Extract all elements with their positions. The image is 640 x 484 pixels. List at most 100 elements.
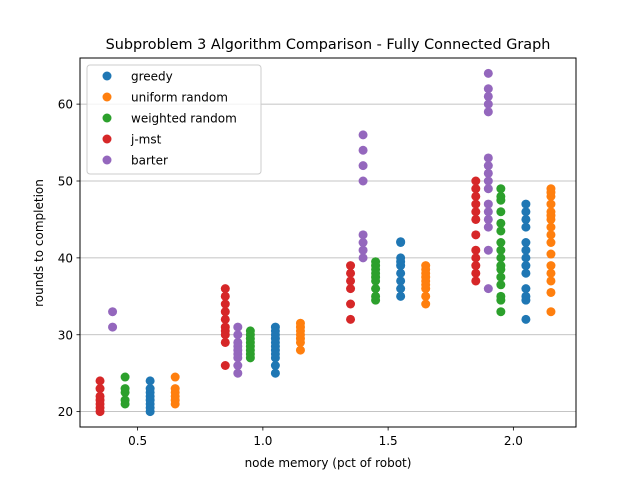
series-barter [108,68,493,378]
data-point [108,322,118,332]
data-point [233,361,243,370]
data-point [471,199,481,209]
data-point [521,199,531,209]
data-point [396,237,406,247]
data-point [358,145,368,155]
x-tick-label: 2.0 [504,434,523,448]
data-point [483,176,493,186]
legend-entry: weighted random [102,112,237,126]
data-point [245,326,255,336]
data-point [496,207,506,217]
data-point [546,184,556,194]
data-point [295,318,305,328]
data-point [471,191,481,201]
data-point [546,287,556,297]
data-point [270,361,280,370]
legend-entry: uniform random [102,91,228,105]
data-point [220,322,230,332]
data-point [471,184,481,194]
data-point [496,272,506,282]
data-point [496,191,506,201]
data-point [496,184,506,194]
ticks-layer: 20 30 40 50 60 0.5 1.0 1.5 2.0 [58,98,523,448]
data-point [483,68,493,78]
data-point [270,368,280,378]
series-greedy [145,199,531,417]
data-point [483,214,493,224]
data-point [521,214,531,224]
data-point [496,253,506,263]
data-point [471,214,481,224]
data-point [421,299,431,309]
y-tick-label: 30 [58,328,73,342]
data-point [170,372,180,382]
data-point [421,291,431,301]
data-point [371,291,381,301]
data-point [483,84,493,94]
data-point [546,238,556,247]
data-point [396,253,406,263]
legend-label: uniform random [131,91,228,105]
data-point [521,253,531,263]
data-point [471,176,481,186]
data-point [496,291,506,301]
data-point [483,199,493,209]
y-tick-label: 50 [58,175,73,189]
data-point [521,222,531,232]
data-point [496,238,506,247]
data-point [396,276,406,286]
data-point [145,384,155,394]
legend: greedy uniform random weighted random j-mst… [86,64,262,175]
data-point [521,291,531,301]
data-point [546,230,556,240]
series-uniform-random [170,184,556,409]
legend-entry: greedy [102,70,173,84]
data-point [120,395,130,405]
data-point [483,284,493,294]
data-point [546,207,556,217]
data-point [170,384,180,394]
data-point [496,307,506,317]
data-point [233,368,243,378]
legend-label: barter [131,154,168,168]
data-point [233,337,243,347]
data-point [483,184,493,194]
data-point [371,257,381,267]
legend-marker [102,92,112,102]
data-point [483,153,493,163]
points-layer [95,68,556,417]
y-tick-label: 60 [58,98,73,112]
data-point [471,230,481,240]
data-point [471,207,481,217]
data-point [120,384,130,394]
y-tick-label: 20 [58,405,73,419]
data-point [483,99,493,109]
data-point [496,245,506,255]
legend-entry: barter [102,154,168,168]
data-point [220,291,230,301]
data-point [295,345,305,355]
legend-marker [102,71,112,81]
data-point [521,284,531,294]
data-point [546,261,556,271]
data-point [358,130,368,140]
data-point [496,280,506,290]
data-point [496,218,506,228]
data-point [521,245,531,255]
data-point [358,245,368,255]
data-point [546,249,556,259]
data-point [358,230,368,240]
data-point [95,391,105,401]
data-point [346,268,356,278]
legend-marker [102,155,112,165]
y-axis-label: rounds to completion [32,179,46,307]
data-point [496,261,506,271]
data-point [145,376,155,386]
data-point [521,314,531,324]
x-tick-label: 1.5 [379,434,398,448]
data-point [233,330,243,340]
data-point [483,161,493,171]
data-point [471,261,481,271]
data-point [546,276,556,286]
